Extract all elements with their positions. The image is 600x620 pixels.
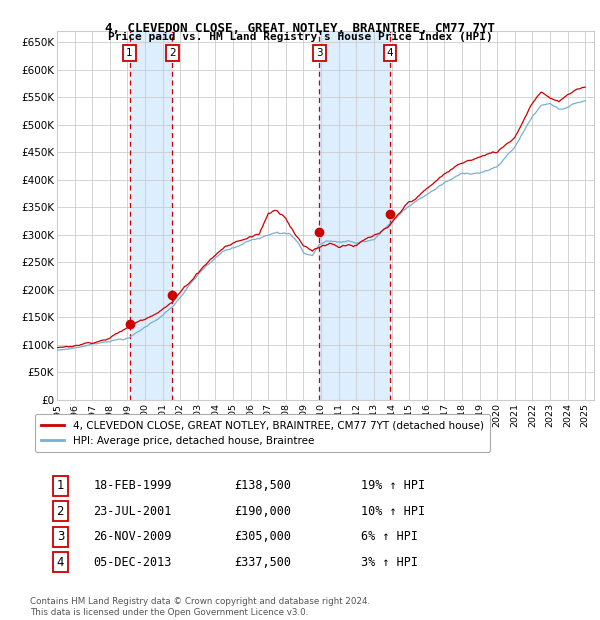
Text: 4, CLEVEDON CLOSE, GREAT NOTLEY, BRAINTREE, CM77 7YT: 4, CLEVEDON CLOSE, GREAT NOTLEY, BRAINTR… — [105, 22, 495, 35]
Text: £337,500: £337,500 — [234, 556, 291, 569]
Text: 6% ↑ HPI: 6% ↑ HPI — [361, 531, 418, 543]
Bar — [130, 31, 172, 400]
Text: 23-JUL-2001: 23-JUL-2001 — [94, 505, 172, 518]
Text: Contains HM Land Registry data © Crown copyright and database right 2024.
This d: Contains HM Land Registry data © Crown c… — [30, 598, 370, 617]
Text: 26-NOV-2009: 26-NOV-2009 — [94, 531, 172, 543]
Text: £305,000: £305,000 — [234, 531, 291, 543]
Text: 2: 2 — [56, 505, 64, 518]
Text: 3% ↑ HPI: 3% ↑ HPI — [361, 556, 418, 569]
Text: Price paid vs. HM Land Registry's House Price Index (HPI): Price paid vs. HM Land Registry's House … — [107, 32, 493, 42]
Legend: 4, CLEVEDON CLOSE, GREAT NOTLEY, BRAINTREE, CM77 7YT (detached house), HPI: Aver: 4, CLEVEDON CLOSE, GREAT NOTLEY, BRAINTR… — [35, 414, 490, 452]
Text: 18-FEB-1999: 18-FEB-1999 — [94, 479, 172, 492]
Text: 4: 4 — [56, 556, 64, 569]
Text: £138,500: £138,500 — [234, 479, 291, 492]
Bar — [319, 31, 390, 400]
Text: £190,000: £190,000 — [234, 505, 291, 518]
Text: 2: 2 — [169, 48, 176, 58]
Text: 4: 4 — [387, 48, 394, 58]
Text: 05-DEC-2013: 05-DEC-2013 — [94, 556, 172, 569]
Text: 3: 3 — [316, 48, 323, 58]
Text: 3: 3 — [56, 531, 64, 543]
Text: 19% ↑ HPI: 19% ↑ HPI — [361, 479, 425, 492]
Text: 1: 1 — [56, 479, 64, 492]
Text: 1: 1 — [126, 48, 133, 58]
Text: 10% ↑ HPI: 10% ↑ HPI — [361, 505, 425, 518]
